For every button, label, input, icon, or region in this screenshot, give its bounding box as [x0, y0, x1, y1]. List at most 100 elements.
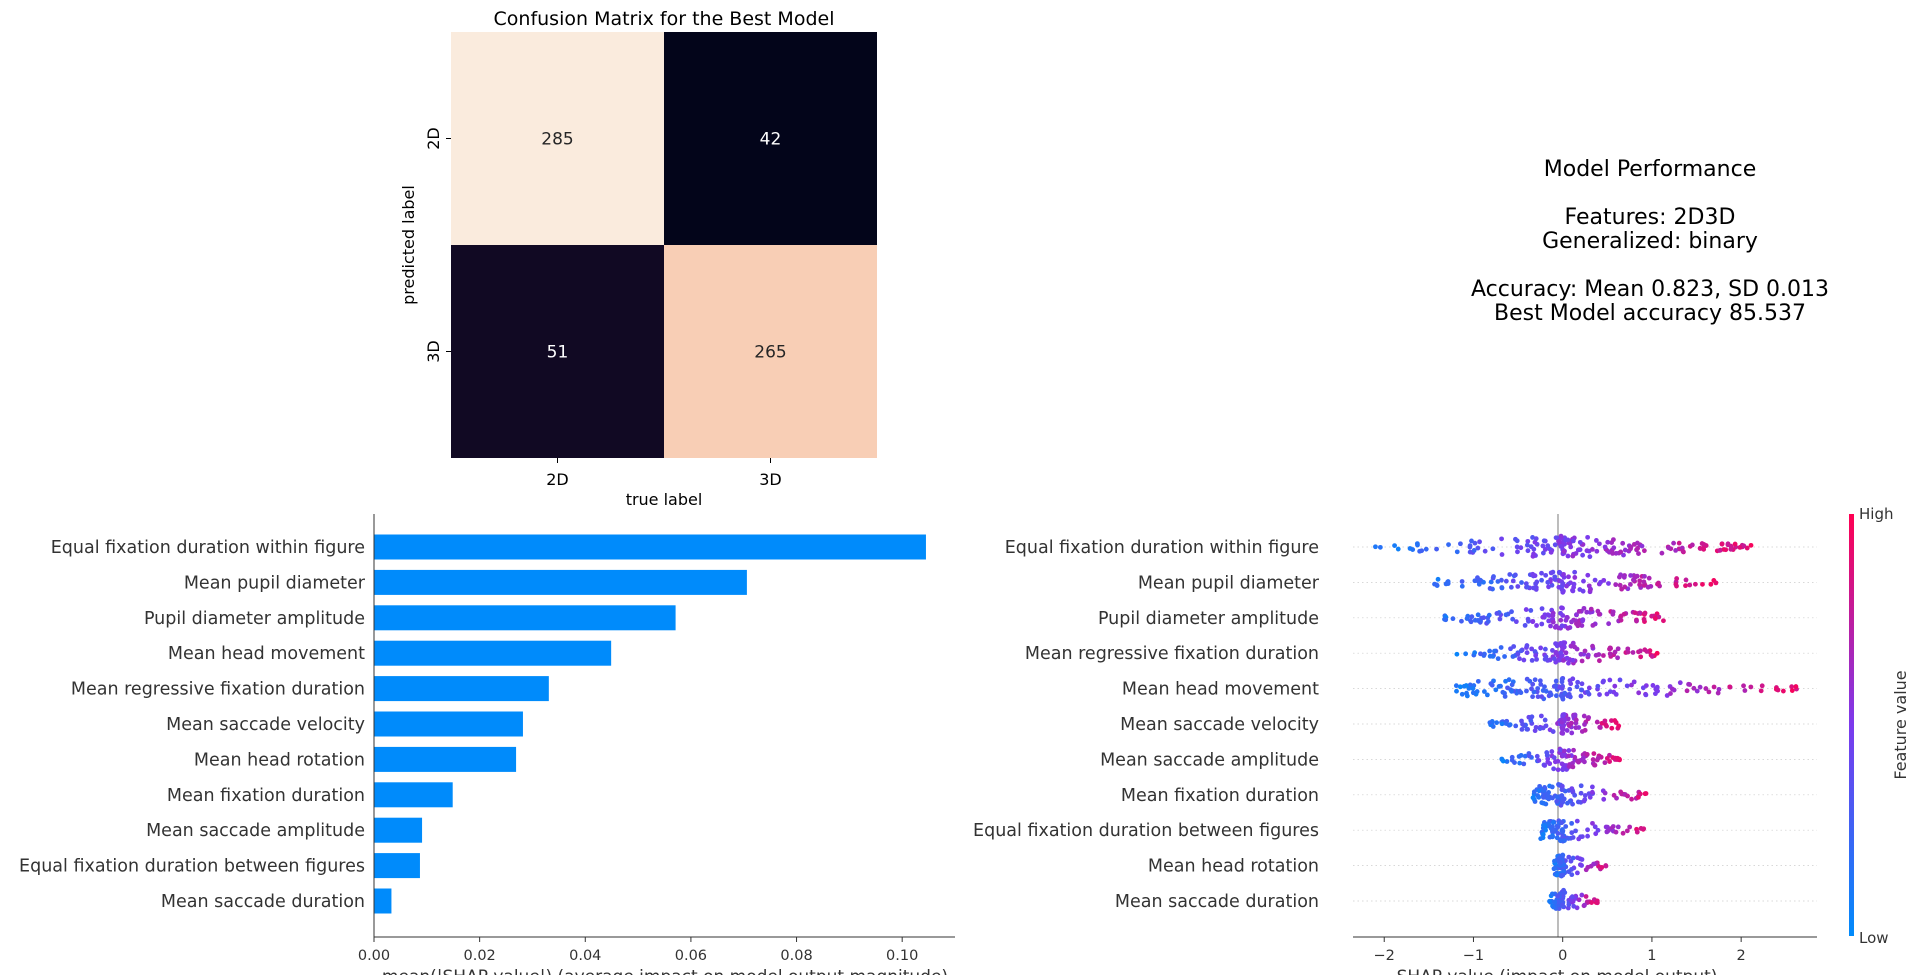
- shap-point: [1595, 755, 1601, 761]
- shap-point: [1569, 786, 1575, 792]
- shap-point: [1611, 792, 1617, 798]
- shap-point: [1457, 684, 1463, 690]
- shap-point: [1518, 752, 1524, 758]
- shap-point: [1601, 796, 1607, 802]
- shap-point: [1573, 828, 1578, 834]
- shap-point: [1567, 686, 1573, 692]
- shap-point: [1533, 581, 1539, 587]
- shap-point: [1618, 549, 1624, 555]
- swarm-category-label: Mean saccade amplitude: [1100, 750, 1319, 770]
- shap-point: [1553, 650, 1559, 656]
- shap-point: [1586, 583, 1592, 589]
- shap-point: [1542, 646, 1548, 652]
- shap-point: [1578, 651, 1584, 657]
- shap-point: [1686, 681, 1691, 687]
- shap-point: [1624, 828, 1630, 834]
- shap-point: [1550, 795, 1555, 801]
- shap-point: [1531, 551, 1536, 557]
- shap-point: [1596, 541, 1602, 547]
- shap-point: [1559, 793, 1565, 798]
- shap-point: [1689, 542, 1695, 548]
- shap-point: [1570, 676, 1576, 682]
- shap-point: [1459, 691, 1465, 697]
- shap-point: [1553, 535, 1559, 541]
- shap-point: [1538, 713, 1544, 719]
- bar-category-label: Equal fixation duration within figure: [51, 538, 365, 558]
- shap-point: [1471, 548, 1477, 553]
- cm-title: Confusion Matrix for the Best Model: [494, 8, 835, 30]
- shap-point: [1581, 578, 1586, 584]
- shap-point: [1564, 583, 1569, 589]
- shap-point: [1564, 655, 1570, 661]
- shap-point: [1443, 617, 1449, 623]
- shap-point: [1581, 713, 1587, 719]
- bar-category-label: Mean regressive fixation duration: [71, 680, 365, 700]
- shap-point: [1671, 540, 1676, 546]
- shap-point: [1548, 692, 1554, 698]
- shap-point: [1509, 609, 1514, 615]
- shap-point: [1793, 684, 1799, 689]
- shap-point: [1484, 692, 1490, 698]
- shap-point: [1603, 863, 1609, 869]
- shap-point: [1540, 614, 1546, 620]
- shap-point: [1559, 679, 1565, 685]
- shap-point: [1540, 543, 1546, 549]
- shap-point: [1532, 677, 1538, 683]
- shap-point: [1687, 582, 1693, 588]
- shap-point: [1559, 686, 1565, 691]
- shap-point: [1604, 723, 1609, 729]
- confusion-matrix-chart: Confusion Matrix for the Best Model pred…: [399, 8, 877, 509]
- shap-point: [1558, 544, 1564, 549]
- shap-point: [1588, 606, 1594, 612]
- shap-point: [1554, 872, 1560, 878]
- shap-point: [1513, 619, 1519, 625]
- shap-point: [1629, 682, 1634, 688]
- shap-point: [1559, 902, 1565, 908]
- shap-point: [1500, 758, 1506, 764]
- shap-point: [1608, 645, 1614, 651]
- shap-point: [1560, 713, 1566, 719]
- shap-point: [1562, 640, 1568, 646]
- shap-point: [1549, 749, 1555, 754]
- shap-point: [1715, 690, 1721, 696]
- shap-point: [1579, 892, 1585, 898]
- shap-point: [1590, 643, 1595, 649]
- shap-point: [1611, 545, 1617, 551]
- shap-point: [1377, 544, 1383, 550]
- bar-category-label: Mean saccade duration: [161, 892, 365, 912]
- shap-point: [1673, 547, 1679, 553]
- shap-point: [1619, 586, 1625, 592]
- swarm-x-tick-label: 1: [1647, 948, 1656, 964]
- shap-point: [1551, 766, 1557, 772]
- shap-point: [1609, 718, 1614, 724]
- shap-point: [1576, 836, 1582, 842]
- shap-point: [1590, 757, 1596, 762]
- cm-ylabel: predicted label: [399, 185, 418, 305]
- shap-point: [1612, 649, 1618, 655]
- shap-point: [1645, 584, 1651, 590]
- shap-point: [1509, 754, 1515, 760]
- swarm-category-label: Pupil diameter amplitude: [1098, 609, 1319, 629]
- shap-point: [1542, 684, 1547, 690]
- shap-point: [1595, 608, 1601, 614]
- shap-point: [1615, 824, 1621, 830]
- shap-point: [1530, 795, 1536, 801]
- shap-point: [1602, 790, 1608, 796]
- shap-point: [1569, 830, 1575, 836]
- shap-point: [1515, 584, 1521, 589]
- shap-point: [1575, 855, 1580, 861]
- shap-point: [1529, 686, 1534, 692]
- shap-point: [1545, 821, 1551, 827]
- shap-point: [1637, 648, 1643, 654]
- shap-point: [1620, 540, 1626, 546]
- shap-bar: [374, 605, 676, 631]
- shap-point: [1407, 546, 1413, 551]
- shap-point: [1641, 582, 1647, 588]
- shap-point: [1567, 541, 1573, 546]
- shap-point: [1597, 725, 1603, 730]
- shap-point: [1563, 650, 1569, 656]
- shap-bar: [374, 817, 423, 843]
- shap-point: [1556, 782, 1561, 787]
- shap-point: [1641, 579, 1647, 585]
- swarm-xlabel: SHAP value (impact on model output): [1397, 967, 1718, 975]
